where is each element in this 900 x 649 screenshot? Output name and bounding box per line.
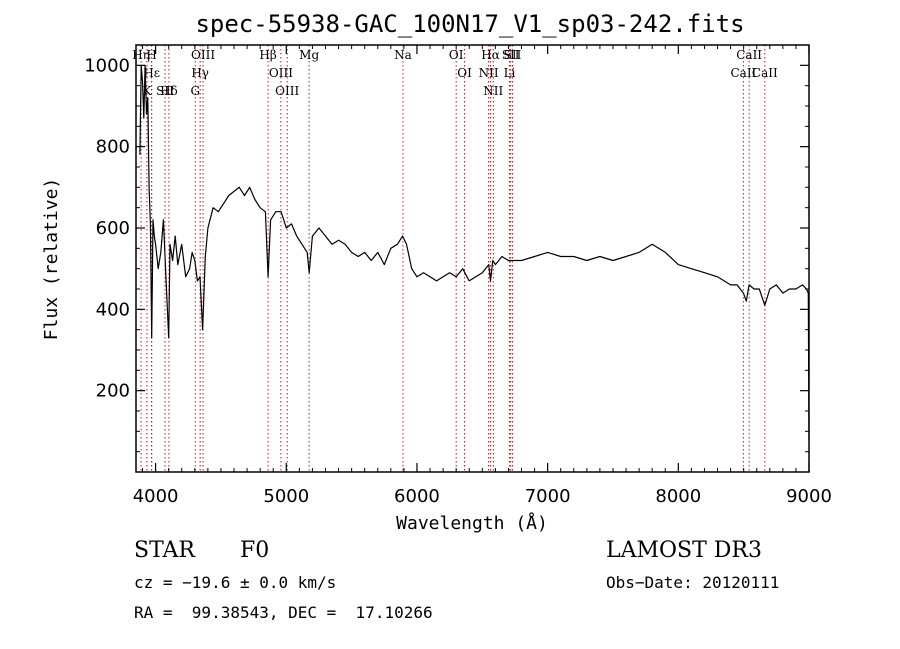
spectrum-line-0 <box>139 64 810 440</box>
spectral-line-markers <box>140 45 766 472</box>
line-label-15: OI <box>457 66 472 80</box>
line-label-24: CaII <box>752 66 778 80</box>
line-label-5: SII <box>156 84 174 98</box>
line-label-16: Hα <box>481 48 500 62</box>
x-tick-label-0: 4000 <box>133 486 179 507</box>
x-tick-label-2: 6000 <box>394 486 440 507</box>
line-label-17: NII <box>479 66 499 80</box>
line-label-11: OIII <box>275 84 299 98</box>
y-tick-label-1: 400 <box>96 299 130 320</box>
obs-date-text: Obs−Date: 20120111 <box>606 573 780 592</box>
line-label-13: Na <box>394 48 412 62</box>
spectrum-plot: spec-55938-GAC_100N17_V1_sp03-242.fits H… <box>41 10 832 534</box>
object-subclass: F0 <box>240 538 270 563</box>
line-label-1: Hε <box>143 66 160 80</box>
line-label-18: NII <box>483 84 503 98</box>
line-label-19: SII <box>502 48 520 62</box>
line-label-3: H <box>146 48 156 62</box>
object-class: STAR <box>134 538 195 563</box>
y-axis-ticks: 200 400 600 800 1000 <box>84 44 809 453</box>
x-tick-label-5: 9000 <box>786 486 832 507</box>
line-label-14: OI <box>449 48 464 62</box>
x-axis-ticks: 4000 5000 6000 7000 8000 9000 <box>133 45 832 507</box>
x-tick-label-1: 5000 <box>263 486 309 507</box>
x-tick-label-4: 8000 <box>655 486 701 507</box>
chart-title: spec-55938-GAC_100N17_V1_sp03-242.fits <box>195 10 744 38</box>
line-label-23: CaII <box>730 66 756 80</box>
line-label-2: K <box>142 84 152 98</box>
line-label-22: CaII <box>736 48 762 62</box>
plot-frame <box>135 44 810 473</box>
line-label-8: G <box>191 84 201 98</box>
y-axis-label: Flux (relative) <box>41 178 62 341</box>
coordinates-text: RA = 99.38543, DEC = 17.10266 <box>134 603 433 622</box>
x-tick-label-3: 7000 <box>525 486 571 507</box>
line-label-21: SII <box>504 48 522 62</box>
x-axis-label: Wavelength (Å) <box>396 512 548 534</box>
line-label-7: Hγ <box>191 66 209 80</box>
line-label-12: Mg <box>299 48 319 62</box>
line-label-10: OIII <box>269 66 293 80</box>
y-tick-label-4: 1000 <box>84 55 130 76</box>
spectrum-series <box>139 64 810 440</box>
y-tick-label-0: 200 <box>96 381 130 402</box>
redshift-text: cz = −19.6 ± 0.0 km/s <box>134 573 337 592</box>
y-tick-label-3: 800 <box>96 137 130 158</box>
y-tick-label-2: 600 <box>96 218 130 239</box>
line-label-6: OIII <box>191 48 215 62</box>
line-label-20: Li <box>504 66 516 80</box>
line-label-4: Hδ <box>160 84 178 98</box>
survey-name: LAMOST DR3 <box>606 538 762 563</box>
line-label-9: Hβ <box>259 48 276 62</box>
